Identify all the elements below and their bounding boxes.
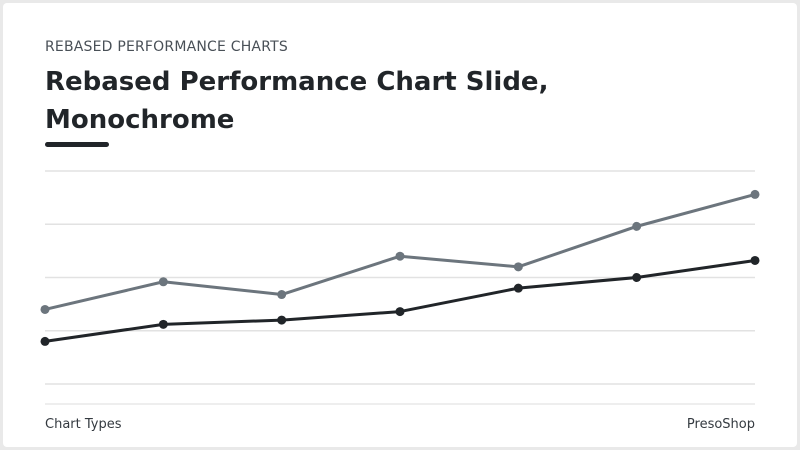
footer-left: Chart Types [45, 417, 122, 432]
point [750, 189, 760, 199]
point [158, 319, 168, 329]
point [277, 290, 287, 300]
chart [40, 170, 760, 405]
point [40, 336, 50, 346]
point [513, 283, 523, 293]
footer-right: PresoShop [686, 417, 755, 432]
point [395, 251, 405, 261]
point [632, 221, 642, 231]
point [277, 315, 287, 325]
point [40, 304, 50, 314]
slide: REBASED PERFORMANCE CHARTS Rebased Perfo… [3, 3, 797, 447]
point [395, 307, 405, 317]
slide-title: Rebased Performance Chart Slide, Monochr… [45, 67, 549, 135]
point [632, 273, 642, 282]
point [158, 277, 168, 287]
eyebrow: REBASED PERFORMANCE CHARTS [45, 39, 288, 55]
point [513, 262, 523, 272]
series-line [44, 258, 756, 343]
accent-bar [45, 142, 109, 147]
point [750, 255, 760, 265]
